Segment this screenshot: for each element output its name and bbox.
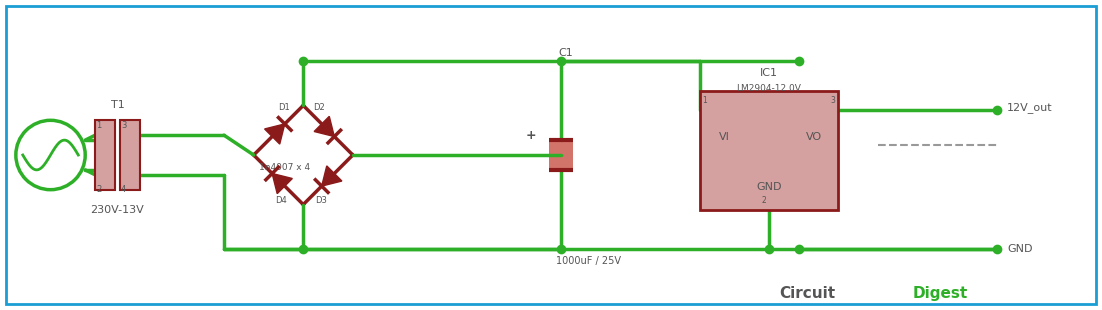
Text: 1: 1 xyxy=(96,121,101,130)
Text: VI: VI xyxy=(719,132,730,142)
Text: T1: T1 xyxy=(110,100,125,110)
Text: C1: C1 xyxy=(558,48,573,58)
Text: 4: 4 xyxy=(121,185,126,194)
Bar xyxy=(549,140,573,170)
Text: +: + xyxy=(526,129,537,142)
Text: GND: GND xyxy=(756,182,781,192)
Bar xyxy=(120,120,140,190)
Text: 230V-13V: 230V-13V xyxy=(90,205,144,215)
Text: Digest: Digest xyxy=(912,286,968,301)
Polygon shape xyxy=(264,124,284,144)
Bar xyxy=(95,120,115,190)
Text: VO: VO xyxy=(806,132,822,142)
Text: IC1: IC1 xyxy=(760,68,778,78)
Text: 2: 2 xyxy=(761,196,767,205)
Text: Circuit: Circuit xyxy=(779,286,835,301)
Text: 1000uF / 25V: 1000uF / 25V xyxy=(555,256,620,266)
Text: 3: 3 xyxy=(831,95,835,104)
Text: 12V_out: 12V_out xyxy=(1007,102,1052,113)
Polygon shape xyxy=(314,116,334,136)
Text: 1: 1 xyxy=(703,95,707,104)
Text: 1n4007 x 4: 1n4007 x 4 xyxy=(259,163,310,172)
Text: 3: 3 xyxy=(121,121,127,130)
Text: LM2904-12.0V: LM2904-12.0V xyxy=(736,84,801,93)
Polygon shape xyxy=(272,174,292,194)
Text: D3: D3 xyxy=(315,196,327,205)
Bar xyxy=(700,91,839,210)
Text: D4: D4 xyxy=(276,196,288,205)
Polygon shape xyxy=(322,166,342,186)
Text: GND: GND xyxy=(1007,244,1033,254)
Text: 2: 2 xyxy=(96,185,101,194)
Text: D2: D2 xyxy=(313,104,325,113)
Text: D1: D1 xyxy=(279,104,290,113)
